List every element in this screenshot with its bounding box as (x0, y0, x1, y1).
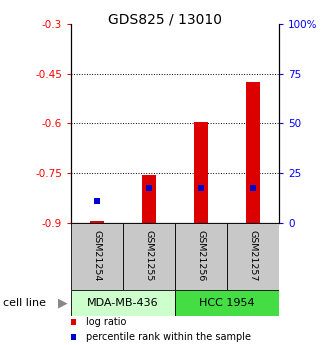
Bar (142, 175, 156, 223)
Text: log ratio: log ratio (85, 317, 126, 327)
Text: GSM21256: GSM21256 (196, 230, 205, 282)
Bar (123, 223, 175, 290)
Bar (175, 223, 227, 290)
Text: HCC 1954: HCC 1954 (199, 298, 255, 308)
Bar (175, 290, 279, 316)
Text: GDS825 / 13010: GDS825 / 13010 (108, 12, 222, 26)
Text: GSM21257: GSM21257 (248, 230, 257, 282)
Bar (246, 82, 260, 223)
Bar (71, 223, 123, 290)
Bar (71, 290, 175, 316)
Text: percentile rank within the sample: percentile rank within the sample (85, 332, 250, 342)
Bar (227, 223, 279, 290)
Text: GSM21254: GSM21254 (92, 230, 101, 282)
Bar (194, 122, 208, 223)
Bar (90, 221, 104, 223)
Text: cell line: cell line (3, 298, 46, 308)
Text: GSM21255: GSM21255 (145, 230, 153, 282)
Text: ▶: ▶ (58, 296, 68, 309)
Text: MDA-MB-436: MDA-MB-436 (87, 298, 159, 308)
